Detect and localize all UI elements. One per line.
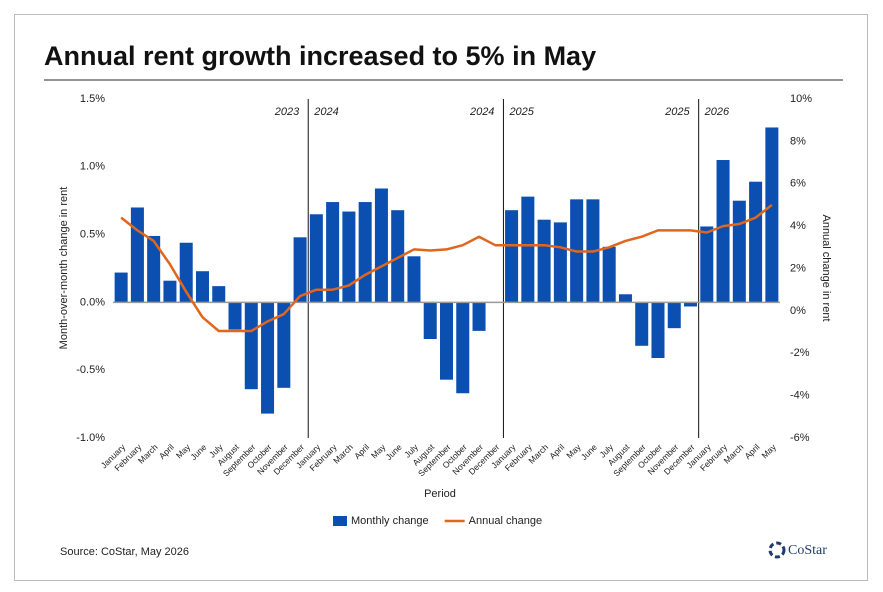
period-label: 2026 (704, 106, 730, 118)
legend-swatch (333, 516, 347, 526)
bar (163, 280, 177, 303)
bar (147, 235, 161, 303)
bar (293, 237, 307, 303)
bar (505, 210, 519, 303)
bar (326, 202, 340, 303)
y2-tick-label: 8% (790, 135, 806, 147)
y2-tick-label: -6% (790, 432, 810, 444)
y-tick-label: 0.5% (80, 229, 105, 241)
legend-label: Annual change (469, 515, 542, 527)
bar (228, 302, 242, 330)
bar (407, 256, 421, 303)
bar (309, 214, 323, 303)
bar (195, 271, 209, 303)
bar (423, 302, 437, 340)
logo-text: CoStar (788, 543, 827, 558)
bar (521, 196, 535, 303)
y2-tick-label: 4% (790, 220, 806, 232)
bar (537, 219, 551, 303)
source: Source: CoStar, May 2026 (60, 546, 189, 558)
bar (391, 210, 405, 303)
bar (244, 302, 258, 390)
y-axis-label: Month-over-month change in rent (58, 187, 70, 350)
bar (114, 272, 128, 303)
bar (651, 302, 665, 358)
bar (130, 207, 144, 303)
x-axis-label: Period (424, 488, 456, 500)
legend-label: Monthly change (351, 515, 429, 527)
y2-tick-label: -4% (790, 390, 810, 402)
y-tick-label: -0.5% (76, 364, 105, 376)
period-label: 2025 (664, 106, 690, 118)
bar (456, 302, 470, 394)
logo-icon (768, 541, 786, 559)
bar (749, 181, 763, 303)
y-tick-label: -1.0% (76, 432, 105, 444)
bar (553, 222, 567, 303)
chart-title: Annual rent growth increased to 5% in Ma… (44, 41, 596, 71)
bar (732, 200, 746, 303)
y-tick-label: 1.5% (80, 93, 105, 105)
period-label: 2024 (469, 106, 494, 118)
y2-tick-label: 6% (790, 178, 806, 190)
y2-tick-label: 0% (790, 305, 806, 317)
bar (716, 160, 730, 303)
bar (700, 226, 714, 303)
y2-tick-label: -2% (790, 347, 810, 359)
line (120, 203, 773, 333)
period-label: 2025 (508, 106, 534, 118)
y2-axis-label: Annual change in rent (820, 214, 832, 321)
bar (635, 302, 649, 346)
bar (667, 302, 681, 329)
bar (439, 302, 454, 380)
bar (277, 302, 291, 388)
bar (261, 302, 275, 414)
bar (684, 302, 698, 307)
period-label: 2024 (313, 106, 338, 118)
bar (765, 127, 779, 303)
y2-tick-label: 2% (790, 262, 806, 274)
logo: CoStar (768, 541, 827, 559)
bar (212, 286, 226, 303)
bar (358, 202, 372, 303)
bar (342, 211, 356, 303)
bar (618, 294, 632, 303)
bar (602, 246, 616, 303)
y-tick-label: 0.0% (80, 296, 105, 308)
y-tick-label: 1.0% (80, 161, 105, 173)
period-label: 2023 (274, 106, 300, 118)
y2-tick-label: 10% (790, 93, 812, 105)
bar (472, 302, 486, 331)
bar (374, 188, 388, 303)
